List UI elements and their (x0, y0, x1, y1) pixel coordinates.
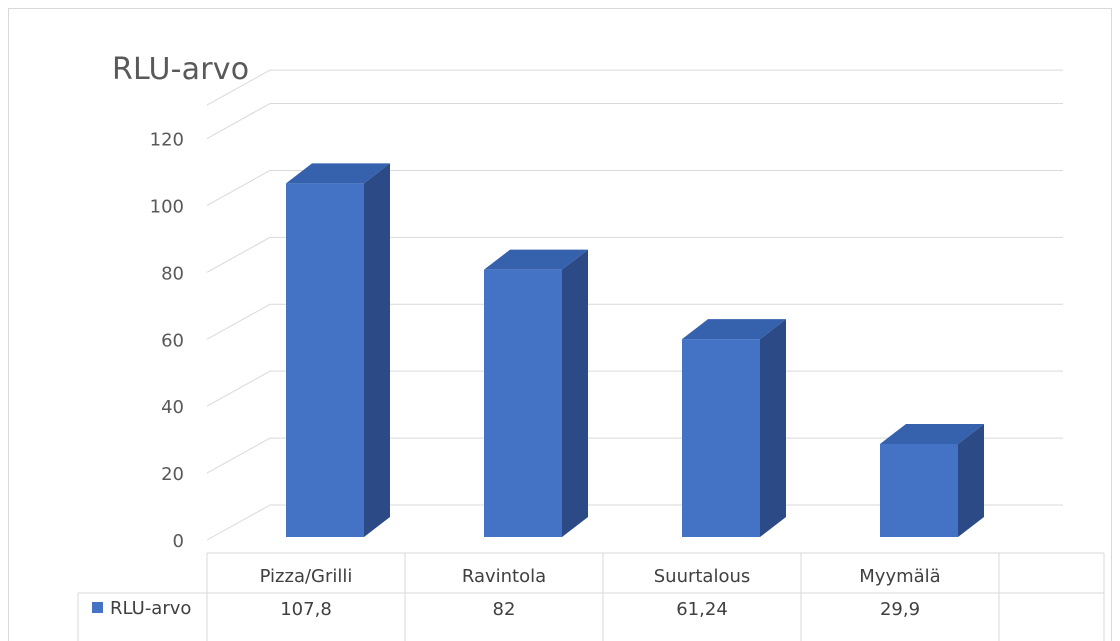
bar-side (760, 319, 786, 537)
bars (286, 163, 984, 538)
gridline-side (206, 236, 271, 273)
data-label: 29,9 (880, 599, 920, 620)
data-table: Pizza/Grilli 107,8 Ravintola 82 Suurtalous 61… (77, 552, 1105, 641)
y-tick-label: 80 (161, 263, 184, 284)
bar-top (682, 319, 786, 340)
bar-front (682, 339, 760, 537)
bar-side (364, 163, 390, 538)
chart-title: RLU-arvo (112, 52, 250, 87)
y-tick-label: 40 (161, 397, 184, 418)
bar-top (286, 163, 390, 184)
y-tick-label: 20 (161, 464, 184, 485)
bar-front (286, 183, 364, 538)
y-tick-label: 100 (150, 196, 184, 217)
gridline-side (206, 103, 271, 139)
y-axis-ticks: 0 20 40 60 80 100 120 (150, 130, 184, 552)
bar-front (880, 443, 958, 537)
y-tick-label: 0 (173, 531, 184, 552)
gridline-side (206, 303, 271, 340)
bar (484, 249, 588, 537)
legend-key (92, 602, 103, 613)
legend-series-name: RLU-arvo (110, 598, 191, 619)
y-tick-label: 60 (161, 330, 184, 351)
gridline-side (206, 370, 271, 407)
data-label: 82 (493, 599, 516, 620)
gridline-side (206, 504, 271, 541)
gridlines (206, 69, 1063, 541)
category-label: Suurtalous (654, 566, 751, 587)
bar (682, 319, 786, 537)
bar-side (562, 249, 588, 537)
category-label: Pizza/Grilli (260, 566, 353, 587)
bar-front (484, 269, 562, 537)
bar (286, 163, 390, 538)
bar-side (958, 423, 984, 537)
data-label: 107,8 (280, 599, 332, 620)
bar (880, 423, 984, 537)
bar-top (880, 423, 984, 444)
y-tick-label: 120 (150, 130, 184, 151)
category-label: Ravintola (462, 566, 546, 587)
category-label: Myymälä (859, 566, 940, 587)
gridline-side-top (206, 69, 271, 106)
gridline-side (206, 437, 271, 474)
data-label: 61,24 (676, 599, 728, 620)
gridline-side (206, 170, 271, 206)
bar-top (484, 249, 588, 270)
